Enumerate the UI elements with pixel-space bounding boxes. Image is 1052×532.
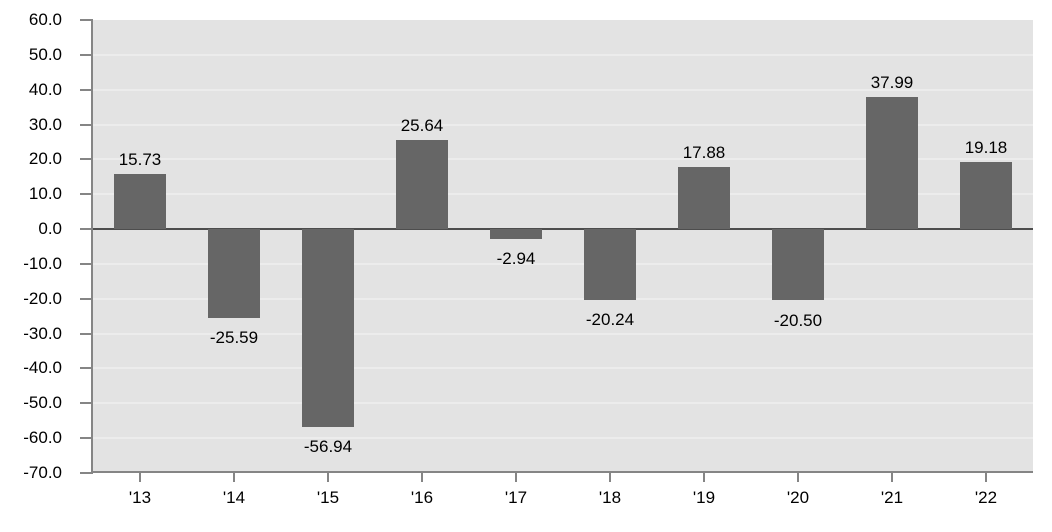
y-axis-line — [91, 20, 93, 473]
y-tick — [80, 158, 93, 161]
bar — [302, 229, 354, 428]
y-tick-label: -20.0 — [23, 288, 62, 308]
x-tick — [421, 473, 423, 482]
x-tick-label: '14 — [222, 488, 246, 507]
y-tick — [80, 193, 93, 196]
x-tick — [703, 473, 705, 482]
y-tick-label: -10.0 — [23, 253, 62, 273]
zero-line — [93, 228, 1033, 231]
gridline — [93, 332, 1033, 335]
y-tick-label: 20.0 — [28, 149, 62, 169]
gridline — [93, 123, 1033, 126]
bar-value-label: -25.59 — [209, 328, 259, 348]
gridline — [93, 88, 1033, 91]
y-tick — [80, 19, 93, 21]
y-tick — [80, 402, 93, 405]
y-tick-label: -60.0 — [23, 428, 62, 448]
bar — [114, 174, 166, 230]
y-tick — [80, 472, 93, 474]
x-tick-label: '16 — [410, 488, 434, 507]
x-tick — [327, 473, 329, 482]
bar-value-label: -2.94 — [496, 249, 536, 269]
y-tick-label: 40.0 — [28, 79, 62, 99]
bar-value-label: 17.88 — [682, 142, 726, 162]
bar — [490, 229, 542, 240]
x-tick — [891, 473, 893, 482]
y-tick-label: -30.0 — [23, 323, 62, 343]
plot-area: 15.73 -25.59 -56.94 25.64 -2.94 -20.24 17.88 -2… — [93, 20, 1033, 473]
bar-value-label: 25.64 — [400, 115, 444, 135]
x-tick — [609, 473, 611, 482]
x-axis-line — [93, 471, 1033, 473]
gridline — [93, 53, 1033, 56]
x-tick-label: '13 — [128, 488, 152, 507]
bar-value-label: -20.50 — [773, 310, 823, 330]
y-tick-label: -70.0 — [23, 463, 62, 482]
x-tick — [233, 473, 235, 482]
gridline — [93, 158, 1033, 161]
y-tick-label: 60.0 — [28, 10, 62, 29]
gridline — [93, 193, 1033, 196]
y-tick-label: -40.0 — [23, 358, 62, 378]
y-tick — [80, 332, 93, 335]
x-tick-label: '22 — [974, 488, 998, 507]
y-tick-label: -50.0 — [23, 393, 62, 413]
x-tick — [797, 473, 799, 482]
y-tick-label: 30.0 — [28, 114, 62, 134]
x-tick-label: '19 — [692, 488, 716, 507]
x-tick-label: '15 — [316, 488, 340, 507]
bar — [866, 96, 918, 230]
bar-value-label: 15.73 — [118, 150, 162, 170]
x-tick-label: '17 — [504, 488, 528, 507]
gridline — [93, 402, 1033, 405]
bar — [678, 166, 730, 230]
gridline — [93, 367, 1033, 370]
bar — [208, 229, 260, 319]
y-tick — [80, 53, 93, 56]
bar-value-label: -20.24 — [585, 309, 635, 329]
bar-value-label: 37.99 — [870, 72, 914, 92]
gridline — [93, 437, 1033, 440]
bar — [960, 162, 1012, 230]
y-tick-label: 0.0 — [38, 219, 62, 239]
y-tick — [80, 262, 93, 265]
x-tick — [139, 473, 141, 482]
bar-value-label: 19.18 — [964, 138, 1008, 158]
bar-value-label: -56.94 — [303, 437, 353, 457]
y-tick — [80, 297, 93, 300]
gridline — [93, 297, 1033, 300]
gridline — [93, 262, 1033, 265]
y-tick — [80, 437, 93, 440]
y-tick-label: 10.0 — [28, 184, 62, 204]
x-tick — [515, 473, 517, 482]
bar — [772, 229, 824, 301]
y-tick — [80, 367, 93, 370]
y-tick — [80, 228, 93, 231]
x-tick-label: '20 — [786, 488, 810, 507]
bar — [584, 229, 636, 300]
x-tick — [985, 473, 987, 482]
y-tick — [80, 123, 93, 126]
y-tick — [80, 88, 93, 91]
x-tick-label: '21 — [880, 488, 904, 507]
x-tick-label: '18 — [598, 488, 622, 507]
y-tick-label: 50.0 — [28, 44, 62, 64]
bar — [396, 139, 448, 230]
